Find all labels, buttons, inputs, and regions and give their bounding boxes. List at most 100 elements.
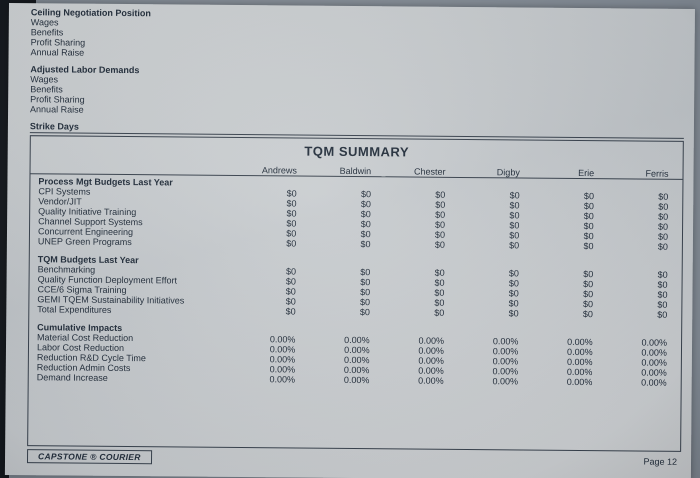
company-header: Erie — [533, 164, 609, 179]
cell-value: $0 — [360, 267, 371, 278]
cell-value: 0.00% — [418, 335, 445, 346]
cell-value: $0 — [583, 221, 594, 232]
cell-value: 0.00% — [418, 365, 444, 376]
cell-value: $0 — [434, 267, 445, 278]
cell-value: $0 — [508, 278, 519, 289]
cell-value: $0 — [657, 279, 668, 290]
cell-value: 0.00% — [344, 334, 370, 346]
cell-value: $0 — [360, 297, 371, 308]
cell-value: $0 — [360, 209, 371, 220]
cell-value: 0.00% — [418, 345, 445, 356]
page-footer: CAPSTONE ® COURIER Page 12 — [26, 449, 681, 469]
company-header: Chester — [385, 163, 460, 177]
cell-value: $0 — [583, 191, 595, 202]
cell-value: $0 — [509, 210, 520, 221]
cell-value: $0 — [508, 268, 520, 279]
cell-value: 0.00% — [566, 376, 593, 388]
cell-value: $0 — [286, 238, 297, 249]
cell-value: 0.00% — [269, 354, 296, 365]
cell-value: 0.00% — [269, 364, 296, 375]
labor-demands-group: Adjusted Labor Demands Wages Benefits Pr… — [30, 64, 684, 120]
cell-value: 0.00% — [567, 336, 593, 348]
cell-value: 0.00% — [343, 354, 370, 366]
cell-value: $0 — [509, 240, 520, 251]
page-number: Page 12 — [643, 456, 678, 467]
cell-value: $0 — [435, 199, 446, 210]
cell-value: $0 — [657, 289, 668, 300]
cell-value: $0 — [286, 208, 297, 219]
cell-value: $0 — [360, 189, 372, 200]
cell-value: $0 — [435, 219, 446, 230]
cell-value: $0 — [286, 198, 297, 209]
tqm-table: Andrews Baldwin Chester Digby Erie Ferri… — [29, 160, 683, 388]
cell-value: 0.00% — [641, 377, 667, 388]
report-page: Ceiling Negotiation Position Wages Benef… — [4, 3, 695, 478]
cell-value: $0 — [285, 306, 296, 317]
company-header: Ferris — [608, 165, 683, 179]
cell-value: 0.00% — [269, 374, 296, 385]
tqm-summary-box: TQM SUMMARY Andrews Baldwin Chester Digb… — [27, 135, 684, 452]
cell-value: 0.00% — [492, 336, 519, 347]
cell-value: $0 — [583, 231, 594, 242]
cell-value: 0.00% — [418, 355, 444, 366]
cell-value: $0 — [509, 190, 520, 201]
cell-value: $0 — [434, 287, 445, 298]
cell-value: $0 — [658, 201, 669, 212]
cell-value: 0.00% — [343, 364, 370, 376]
cell-value: $0 — [360, 277, 371, 288]
cell-value: $0 — [583, 241, 594, 252]
row-label: Demand Increase — [36, 372, 108, 383]
company-header: Andrews — [236, 161, 311, 176]
cell-value: 0.00% — [492, 376, 519, 387]
cell-value: 0.00% — [492, 366, 519, 377]
negotiation-group: Ceiling Negotiation Position Wages Benef… — [31, 7, 685, 63]
cell-value: $0 — [360, 287, 371, 298]
cell-value: 0.00% — [344, 344, 370, 356]
brand-box: CAPSTONE ® COURIER — [26, 449, 152, 465]
cell-value: $0 — [657, 241, 668, 252]
cell-value: $0 — [434, 297, 445, 308]
cell-value: 0.00% — [269, 334, 296, 345]
cell-value: $0 — [657, 299, 668, 310]
cell-value: $0 — [508, 308, 519, 319]
report-title: TQM SUMMARY — [304, 143, 410, 160]
cell-value: $0 — [360, 199, 371, 210]
cell-value: $0 — [286, 228, 297, 239]
cell-value: $0 — [508, 298, 519, 309]
cell-value: $0 — [658, 191, 669, 202]
cell-value: $0 — [434, 277, 445, 288]
cell-value: 0.00% — [492, 346, 519, 357]
cell-value: 0.00% — [641, 347, 668, 358]
cell-value: $0 — [508, 288, 519, 299]
cell-value: $0 — [582, 309, 593, 320]
cell-value: 0.00% — [566, 366, 593, 378]
cell-value: $0 — [359, 307, 371, 318]
cell-value: $0 — [285, 266, 297, 277]
cell-value: $0 — [583, 211, 594, 222]
cell-value: 0.00% — [269, 344, 296, 355]
brand-label: CAPSTONE ® COURIER — [38, 451, 141, 463]
cell-value: 0.00% — [641, 337, 668, 348]
cell-value: $0 — [360, 219, 371, 230]
cell-value: $0 — [509, 200, 520, 211]
cell-value: $0 — [285, 296, 296, 307]
cell-value: $0 — [434, 239, 445, 250]
cell-value: $0 — [435, 189, 446, 200]
cell-value: 0.00% — [418, 375, 444, 386]
tqm-table-body: Process Mgt Budgets Last Year CPI Systems… — [29, 173, 683, 388]
cell-value: $0 — [286, 188, 297, 199]
cell-value: $0 — [509, 230, 520, 241]
cell-value: $0 — [657, 309, 668, 320]
cell-value: $0 — [582, 299, 594, 310]
cell-value: $0 — [434, 229, 446, 240]
cell-value: $0 — [360, 239, 371, 250]
cell-value: $0 — [583, 269, 594, 280]
cell-value: $0 — [583, 279, 594, 290]
company-header: Digby — [459, 163, 534, 178]
company-header: Baldwin — [310, 162, 386, 177]
cell-value: 0.00% — [567, 346, 593, 358]
cell-value: $0 — [434, 307, 445, 318]
cell-value: $0 — [360, 229, 371, 240]
cell-value: $0 — [658, 211, 669, 222]
cell-value: 0.00% — [566, 356, 593, 368]
